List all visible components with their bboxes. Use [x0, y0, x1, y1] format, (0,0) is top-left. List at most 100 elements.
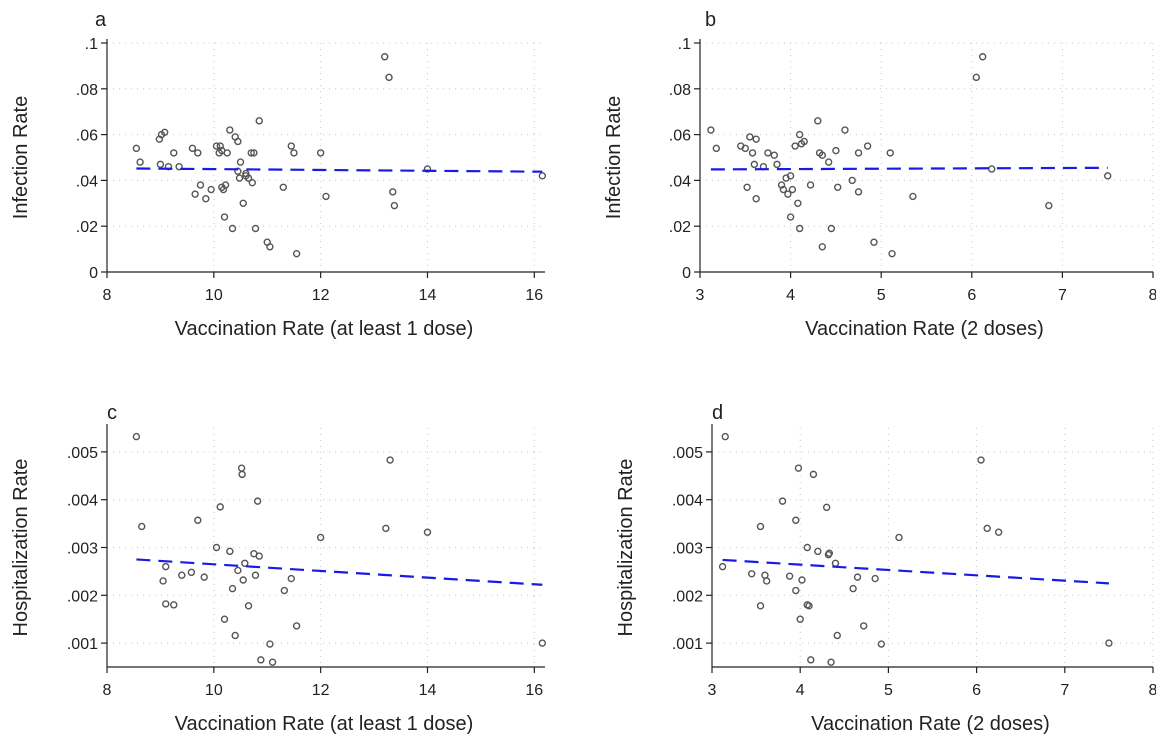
fit-line	[722, 558, 1109, 585]
data-point	[202, 195, 210, 203]
y-tick-label: .004	[67, 493, 98, 510]
y-axis-title: Hospitalization Rate	[615, 459, 637, 637]
x-tick-label: 10	[205, 682, 223, 699]
x-axis-title: Vaccination Rate (at least 1 dose)	[175, 713, 474, 735]
data-point	[785, 572, 794, 580]
panel-letter: c	[107, 402, 117, 424]
data-point	[255, 552, 263, 560]
data-point	[251, 571, 260, 579]
y-tick-label: .003	[672, 541, 703, 558]
data-point	[814, 117, 822, 125]
data-point	[877, 640, 886, 648]
x-tick-label: 12	[312, 287, 330, 304]
data-point	[216, 142, 224, 150]
data-point	[280, 586, 289, 595]
data-point	[825, 549, 834, 557]
data-point	[156, 160, 165, 169]
y-tick-label: .02	[76, 219, 98, 236]
x-tick-label: 5	[884, 682, 893, 699]
x-tick-label: 3	[708, 682, 717, 699]
data-point	[239, 199, 247, 208]
x-tick-label: 10	[205, 287, 223, 304]
data-point	[136, 158, 144, 166]
data-point	[792, 586, 800, 595]
data-point	[795, 130, 804, 139]
data-point	[132, 144, 141, 153]
data-point	[814, 547, 822, 556]
panel-c: .001 .002 .003 .004 .005 8 10 12 14 16 Vaccination…	[10, 402, 547, 735]
data-point	[266, 640, 274, 648]
data-point	[848, 176, 856, 185]
data-point	[223, 149, 231, 157]
x-tick-label: 4	[786, 287, 795, 304]
data-point	[194, 149, 202, 157]
data-point	[188, 144, 197, 153]
fit-line	[136, 167, 543, 173]
data-point	[849, 584, 857, 593]
data-point	[792, 516, 800, 524]
data-point	[244, 602, 253, 610]
x-tick-label: 8	[103, 682, 112, 699]
data-point	[170, 601, 178, 609]
data-point	[983, 524, 991, 533]
data-point	[778, 497, 787, 505]
data-point	[718, 562, 727, 571]
x-axis-title: Vaccination Rate (at least 1 dose)	[175, 318, 474, 340]
data-point	[752, 195, 760, 203]
data-point	[743, 183, 751, 191]
data-point	[978, 53, 987, 61]
data-point	[228, 584, 237, 593]
panel-d: .001 .002 .003 .004 .005 3 4 5 6 7 8 Vaccination Ra…	[615, 402, 1156, 735]
data-point	[746, 133, 754, 141]
data-point	[235, 174, 244, 182]
data-point	[1045, 201, 1053, 210]
data-point	[773, 160, 781, 169]
data-point	[292, 249, 301, 258]
data-point	[747, 570, 756, 578]
data-point	[253, 497, 262, 505]
data-point	[779, 185, 788, 194]
data-point	[888, 249, 896, 258]
data-point	[226, 126, 234, 134]
data-point	[316, 533, 325, 542]
x-tick-label: 7	[1060, 682, 1069, 699]
data-point	[187, 568, 196, 577]
data-point	[788, 185, 797, 194]
panel-letter: b	[705, 9, 716, 31]
data-point	[807, 656, 815, 664]
data-point	[748, 149, 757, 157]
data-point	[803, 543, 811, 552]
data-point	[818, 151, 827, 159]
y-tick-label: .002	[67, 588, 98, 605]
x-tick-label: 6	[972, 682, 981, 699]
data-point	[220, 213, 229, 221]
data-point	[322, 192, 330, 201]
data-point	[853, 573, 862, 581]
data-point	[382, 524, 390, 533]
data-point	[750, 160, 759, 169]
data-point	[827, 658, 835, 666]
data-point	[381, 53, 389, 61]
y-tick-label: .005	[672, 445, 703, 462]
data-point	[390, 201, 399, 210]
x-tick-label: 7	[1058, 287, 1067, 304]
y-tick-label: .001	[67, 636, 98, 653]
data-point	[255, 117, 263, 125]
data-point	[279, 183, 287, 191]
data-point	[234, 566, 242, 575]
data-point	[247, 149, 255, 157]
y-axis-title: Infection Rate	[10, 96, 32, 219]
data-point	[234, 137, 242, 146]
panel-letter: a	[95, 9, 107, 31]
data-point	[287, 142, 295, 150]
data-point	[178, 571, 186, 579]
data-point	[741, 144, 749, 153]
data-point	[423, 165, 432, 173]
data-point	[806, 181, 815, 189]
data-point	[798, 576, 806, 584]
data-point	[257, 656, 265, 664]
data-point	[250, 149, 258, 157]
data-point	[784, 190, 792, 198]
data-point	[221, 181, 230, 189]
